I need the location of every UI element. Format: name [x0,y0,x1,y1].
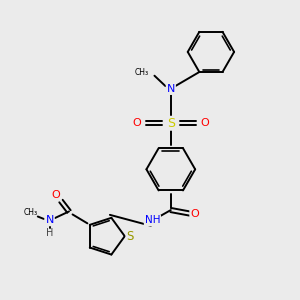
Text: N: N [46,215,54,225]
Text: O: O [52,190,61,200]
Text: H: H [46,228,53,238]
Text: O: O [190,208,199,219]
Text: CH₃: CH₃ [134,68,148,77]
Text: N: N [167,84,175,94]
Text: S: S [167,117,175,130]
Text: CH₃: CH₃ [24,208,38,217]
Text: O: O [132,118,141,128]
Text: O: O [201,118,209,128]
Text: NH: NH [145,215,160,225]
Text: S: S [126,230,134,243]
